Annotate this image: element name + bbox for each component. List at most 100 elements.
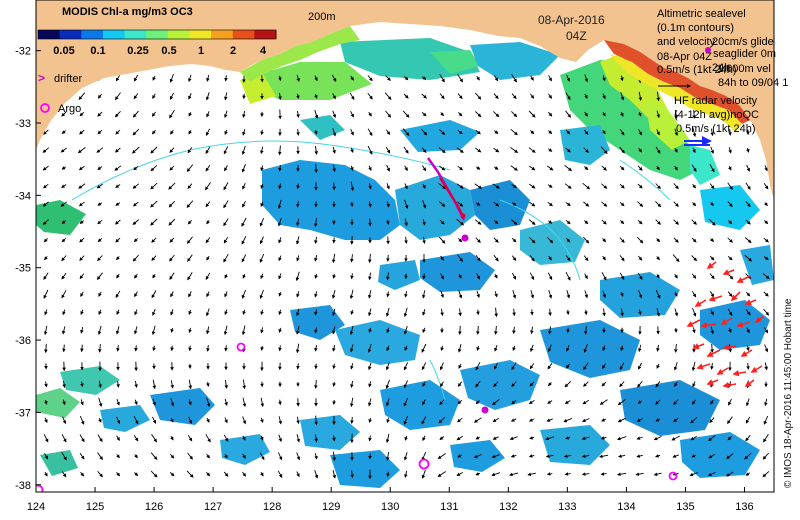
velocity-arrow (350, 344, 354, 353)
hf-radar-arrow (730, 291, 741, 302)
velocity-arrow (655, 289, 661, 299)
velocity-arrow (241, 325, 246, 336)
velocity-arrow (422, 219, 426, 226)
velocity-arrow (169, 165, 175, 171)
hf-radar-arrow (722, 344, 737, 351)
velocity-arrow (278, 237, 282, 244)
velocity-arrow (547, 400, 553, 404)
velocity-arrow (43, 325, 48, 336)
velocity-arrow (116, 454, 120, 459)
velocity-arrow (690, 416, 698, 424)
velocity-arrow (169, 147, 175, 153)
hf-radar-arrow (716, 367, 729, 375)
argo-legend-label: Argo (58, 103, 81, 115)
x-tick-label: 134 (617, 501, 635, 513)
velocity-arrow (80, 326, 84, 334)
velocity-arrow (672, 254, 680, 263)
velocity-arrow (617, 399, 626, 406)
velocity-arrow (745, 398, 750, 407)
velocity-arrow (186, 470, 194, 478)
velocity-arrow (691, 454, 697, 458)
velocity-arrow (473, 417, 482, 423)
altimetry-line-3: and velocity (657, 36, 716, 48)
velocity-arrow (457, 454, 463, 458)
velocity-arrow (638, 111, 642, 117)
velocity-arrow (314, 345, 318, 352)
velocity-arrow (97, 452, 103, 461)
velocity-arrow (656, 274, 660, 279)
velocity-arrow (188, 111, 192, 117)
velocity-arrow (493, 166, 499, 170)
velocity-arrow (493, 362, 498, 370)
velocity-arrow (709, 273, 715, 280)
velocity-arrow (170, 380, 174, 389)
velocity-arrow (242, 183, 246, 190)
velocity-arrow (728, 344, 732, 353)
y-tick-label: -33 (15, 118, 31, 130)
velocity-arrow (332, 326, 336, 335)
velocity-arrow (62, 399, 66, 406)
velocity-arrow (655, 380, 661, 388)
velocity-arrow (332, 308, 336, 317)
velocity-arrow (296, 201, 300, 208)
velocity-arrow (205, 164, 211, 172)
velocity-arrow (619, 201, 625, 207)
velocity-arrow (350, 254, 354, 263)
velocity-arrow (98, 417, 102, 423)
velocity-arrow (350, 75, 354, 81)
velocity-arrow (98, 397, 103, 408)
velocity-arrow (368, 308, 372, 317)
velocity-arrow (583, 236, 590, 244)
velocity-arrow (475, 237, 481, 243)
velocity-arrow (491, 454, 500, 459)
velocity-arrow (97, 255, 103, 262)
velocity-arrow (116, 472, 121, 477)
velocity-arrow (77, 147, 86, 154)
velocity-arrow (707, 471, 716, 477)
y-tick-label: -35 (15, 263, 31, 275)
velocity-arrow (349, 397, 354, 408)
velocity-arrow (278, 434, 282, 443)
velocity-arrow (368, 183, 372, 190)
velocity-arrow (314, 254, 318, 262)
velocity-arrow (97, 325, 102, 335)
velocity-arrow (637, 380, 643, 388)
velocity-arrow (42, 201, 49, 207)
velocity-arrow (492, 111, 500, 118)
velocity-arrow (475, 380, 481, 388)
velocity-arrow (565, 237, 571, 243)
velocity-arrow (744, 237, 752, 244)
velocity-arrow (690, 435, 698, 441)
y-tick-label: -38 (15, 480, 31, 492)
velocity-arrow (42, 147, 50, 153)
velocity-arrow (132, 146, 140, 154)
velocity-arrow (241, 289, 247, 299)
velocity-arrow (385, 75, 391, 81)
australia-land (36, 0, 774, 200)
velocity-arrow (637, 165, 643, 171)
velocity-arrow (617, 472, 627, 477)
velocity-arrow (61, 290, 67, 299)
velocity-arrow (402, 110, 410, 118)
velocity-arrow (314, 327, 318, 334)
velocity-arrow (674, 109, 679, 119)
velocity-arrow (599, 399, 608, 405)
velocity-arrow (528, 219, 536, 225)
velocity-arrow (764, 220, 769, 225)
velocity-arrow (581, 472, 590, 476)
velocity-arrow (367, 92, 373, 100)
drift-window: 84h to 09/04 1 (718, 77, 788, 89)
velocity-arrow (492, 418, 499, 423)
velocity-arrow (674, 165, 678, 171)
velocity-arrow (259, 289, 264, 299)
velocity-arrow (581, 454, 590, 458)
velocity-arrow (493, 75, 499, 82)
velocity-arrow (494, 130, 499, 134)
x-tick-label: 131 (440, 501, 458, 513)
velocity-arrow (727, 416, 733, 425)
velocity-arrow (242, 200, 246, 208)
velocity-arrow (583, 147, 589, 153)
argo-legend-icon (40, 103, 50, 113)
hf-radar-legend: HF radar velocity (4-12h avg)noQC 0.5m/s… (674, 95, 759, 146)
velocity-arrow (206, 453, 210, 459)
